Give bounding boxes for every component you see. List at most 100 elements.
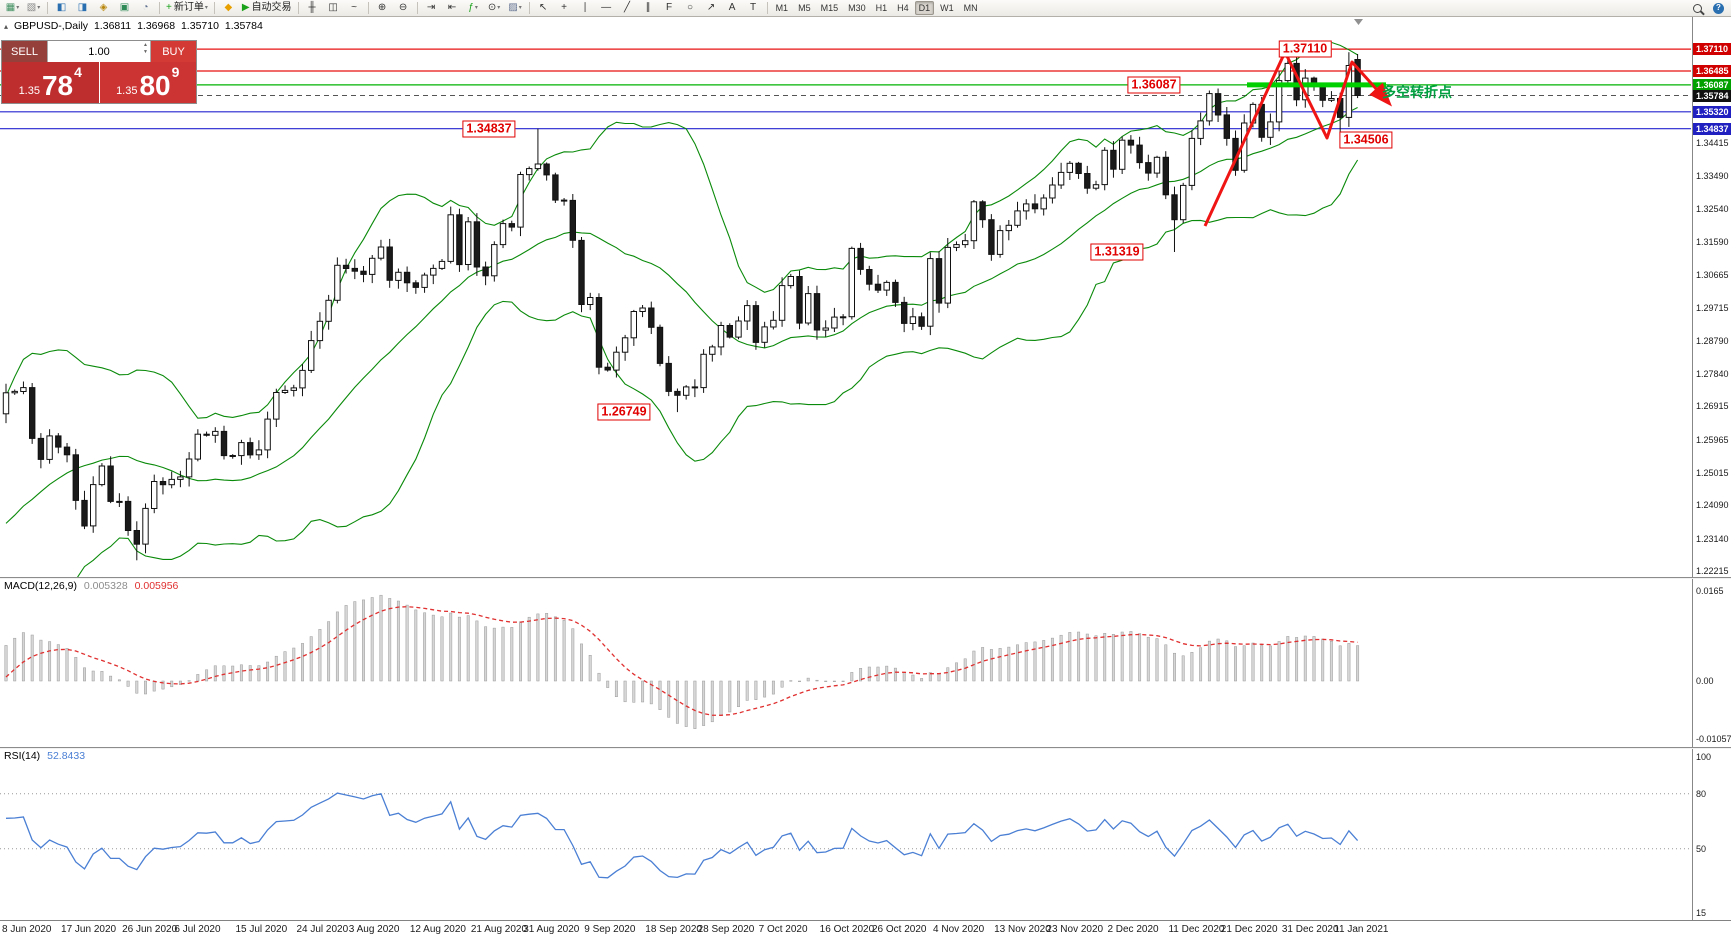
cursor-icon[interactable]: ↖ xyxy=(533,0,554,17)
new-chart-icon: ▦ xyxy=(5,2,16,13)
ask-price-button[interactable]: 1.35 80 9 xyxy=(99,62,196,103)
autotrading-icon[interactable]: ▶ 自动交易 xyxy=(239,0,295,17)
price-annotation-box[interactable]: 1.37110 xyxy=(1278,40,1332,58)
volume-stepper[interactable]: ▲ ▼ xyxy=(143,42,148,56)
macd-histogram-bar xyxy=(1120,631,1124,682)
macd-histogram-bar xyxy=(946,667,950,682)
shapes-icon[interactable]: ○ xyxy=(680,0,701,17)
timeframe-button-m5[interactable]: M5 xyxy=(798,3,811,13)
vertical-line-icon[interactable]: ∣ xyxy=(575,0,596,17)
dropdown-chevron-icon[interactable]: ▾ xyxy=(474,5,478,11)
templates-icon[interactable]: ▨ ▾ xyxy=(505,0,526,17)
dropdown-chevron-icon[interactable]: ▾ xyxy=(16,5,20,11)
time-scale[interactable]: 8 Jun 2020 17 Jun 2020 26 Jun 2020 6 Jul 20… xyxy=(0,920,1731,938)
shapes-icon: ○ xyxy=(687,2,694,13)
auto-scroll-icon[interactable]: ⇥ xyxy=(421,0,442,17)
trend-arrow-drawing[interactable] xyxy=(1203,50,1393,227)
channel-icon[interactable]: ∥ xyxy=(638,0,659,17)
macd-histogram-bar xyxy=(841,680,845,682)
volume-input[interactable]: 1.00 ▲ ▼ xyxy=(47,41,151,62)
timeframe-button-m1[interactable]: M1 xyxy=(775,3,789,13)
price-annotation-box[interactable]: 1.34837 xyxy=(462,120,516,138)
line-chart-icon[interactable]: ~ xyxy=(344,0,365,17)
macd-histogram-bar xyxy=(414,609,418,682)
stepper-up-icon[interactable]: ▲ xyxy=(143,42,148,48)
macd-histogram-bar xyxy=(213,665,217,682)
candlestick-icon: ◫ xyxy=(328,2,338,13)
timeframe-button-mn[interactable]: MN xyxy=(963,3,978,13)
price-annotation-box[interactable]: 1.36087 xyxy=(1127,76,1181,94)
dropdown-chevron-icon[interactable]: ▾ xyxy=(37,5,41,11)
metaeditor-icon[interactable]: ◆ xyxy=(218,0,239,17)
price-annotation-box[interactable]: 1.26749 xyxy=(597,403,651,421)
help-icon[interactable]: ? xyxy=(1708,0,1729,17)
crosshair-icon[interactable]: + xyxy=(554,0,575,17)
chart-shift-icon[interactable]: ⇤ xyxy=(442,0,463,17)
arrows-icon[interactable]: ↗ xyxy=(701,0,722,17)
stepper-down-icon[interactable]: ▼ xyxy=(143,49,148,55)
horizontal-line-icon: ― xyxy=(601,2,612,13)
dropdown-chevron-icon[interactable]: ▾ xyxy=(518,5,522,11)
candle-body xyxy=(813,293,821,331)
new-order-icon[interactable]: + 新订单 ▾ xyxy=(163,0,211,17)
candle-body xyxy=(1284,62,1291,82)
dropdown-chevron-icon[interactable]: ▾ xyxy=(497,5,501,11)
timeframe-button-w1[interactable]: W1 xyxy=(940,3,954,13)
dropdown-chevron-icon[interactable]: ▾ xyxy=(204,5,208,11)
new-chart-icon[interactable]: ▦ ▾ xyxy=(2,0,23,17)
candle-body xyxy=(107,465,114,502)
chart-shift-marker[interactable] xyxy=(1354,19,1363,25)
macd-histogram-bar xyxy=(519,621,522,682)
bar-chart-icon[interactable]: ╫ xyxy=(302,0,323,17)
macd-histogram-bar xyxy=(728,680,732,713)
strategy-tester-icon[interactable]: ◔ xyxy=(135,0,156,17)
candle-body xyxy=(744,305,751,322)
indicators-icon[interactable]: ƒ ▾ xyxy=(463,0,484,17)
terminal-icon[interactable]: ▣ xyxy=(114,0,135,17)
zoom-out-icon[interactable]: ⊖ xyxy=(393,0,414,17)
price-annotation-box[interactable]: 1.34506 xyxy=(1339,131,1393,149)
navigator-icon[interactable]: ◈ xyxy=(93,0,114,17)
one-click-collapse-icon[interactable]: ▴ xyxy=(4,22,9,31)
fibonacci-icon[interactable]: F xyxy=(659,0,680,17)
macd-histogram-bar xyxy=(719,680,723,716)
candle-body xyxy=(1075,162,1082,175)
candlestick-icon[interactable]: ◫ xyxy=(323,0,344,17)
pivot-annotation-text[interactable]: 多空转折点 xyxy=(1382,84,1452,100)
zoom-in-icon[interactable]: ⊕ xyxy=(372,0,393,17)
rsi-pane-separator[interactable] xyxy=(0,747,1731,748)
timeframe-button-h1[interactable]: H1 xyxy=(875,3,888,13)
bollinger-lower-band[interactable] xyxy=(6,159,1359,654)
timeframe-button-d1[interactable]: D1 xyxy=(914,1,935,15)
bollinger-middle-band[interactable] xyxy=(5,107,1358,524)
periods-icon[interactable]: ⊙ ▾ xyxy=(484,0,505,17)
toolbar-separator xyxy=(47,2,48,14)
trendline-icon[interactable]: ╱ xyxy=(617,0,638,17)
macd-histogram-bar xyxy=(1103,633,1107,682)
search-icon[interactable] xyxy=(1687,0,1708,17)
sell-button[interactable]: SELL xyxy=(2,41,47,62)
buy-button[interactable]: BUY xyxy=(151,41,196,62)
label-icon[interactable]: T xyxy=(743,0,764,17)
text-icon[interactable]: A xyxy=(722,0,743,17)
bollinger-upper-band[interactable] xyxy=(5,41,1358,419)
macd-histogram-bar xyxy=(641,680,645,703)
bid-price-button[interactable]: 1.35 78 4 xyxy=(2,62,99,103)
market-watch-icon[interactable]: ◧ xyxy=(51,0,72,17)
macd-histogram-bar xyxy=(614,680,618,697)
timeframe-button-m30[interactable]: M30 xyxy=(848,3,866,13)
timeframe-button-m15[interactable]: M15 xyxy=(820,3,839,13)
price-annotation-box[interactable]: 1.31319 xyxy=(1090,243,1144,261)
zoom-out-icon: ⊖ xyxy=(398,2,408,13)
toolbar-separator xyxy=(159,2,160,14)
one-click-trading-panel[interactable]: SELL 1.00 ▲ ▼ BUY 1.35 78 4 1.35 80 9 xyxy=(1,40,197,104)
date-label: 31 Dec 2020 xyxy=(1281,924,1339,935)
price-scale[interactable]: 1.34415 1.33490 1.32540 1.31590 1.30665 1.297… xyxy=(1692,17,1731,920)
macd-pane-separator[interactable] xyxy=(0,577,1731,578)
profiles-icon[interactable]: ▧ ▾ xyxy=(23,0,44,17)
timeframe-button-h4[interactable]: H4 xyxy=(897,3,909,13)
candle-body xyxy=(970,201,978,242)
data-window-icon[interactable]: ◨ xyxy=(72,0,93,17)
horizontal-line-icon[interactable]: ― xyxy=(596,0,617,17)
